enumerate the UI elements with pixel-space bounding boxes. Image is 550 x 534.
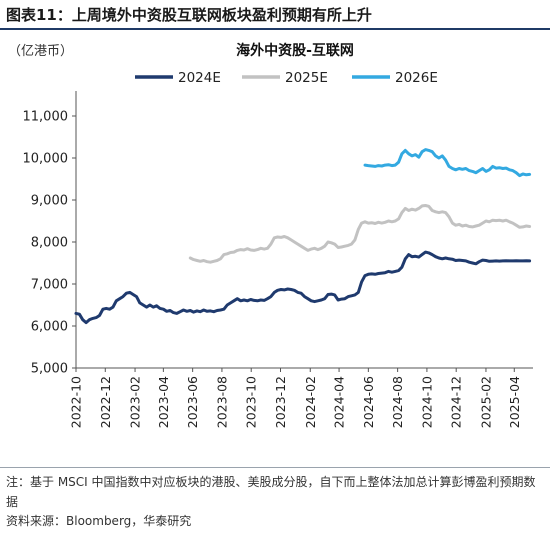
x-tick-label: 2024-04 [332, 376, 347, 428]
x-tick-label: 2022-10 [69, 376, 84, 428]
x-tick-label: 2023-08 [214, 376, 229, 428]
x-tick-label: 2023-06 [185, 376, 200, 428]
series-line-2025E [188, 204, 532, 264]
footer-divider [0, 467, 550, 468]
series-line-2026E [363, 148, 532, 178]
legend-label-2025E: 2025E [285, 70, 328, 86]
x-tick-label: 2025-02 [478, 376, 493, 428]
series-line-2024E [74, 250, 532, 325]
x-tick-label: 2023-12 [273, 376, 288, 428]
figure-label: 图表11： [6, 6, 72, 24]
chart-legend: 2024E 2025E 2026E [135, 70, 438, 86]
legend-label-2024E: 2024E [178, 70, 221, 86]
figure-heading: 上周境外中资股互联网板块盈利预期有所上升 [71, 6, 372, 24]
chart-series [74, 148, 532, 325]
x-tick-label: 2024-10 [419, 376, 434, 428]
x-tick-label: 2023-10 [244, 376, 259, 428]
x-tick-label: 2025-04 [507, 376, 522, 428]
y-tick-label: 10,000 [23, 152, 69, 167]
figure-title: 图表11：上周境外中资股互联网板块盈利预期有所上升 [6, 4, 372, 25]
unit-label: （亿港币） [8, 44, 74, 59]
x-tick-label: 2023-04 [156, 376, 171, 428]
chart-axes: 5,000 6,000 7,000 8,000 9,000 10,000 11,000 202… [23, 91, 533, 428]
chart-title: 海外中资股-互联网 [236, 43, 354, 59]
x-tick-label: 2024-06 [361, 376, 376, 428]
x-tick-label: 2023-02 [128, 376, 143, 428]
y-tick-label: 6,000 [31, 320, 68, 335]
x-tick-label: 2022-12 [98, 376, 113, 428]
y-tick-label: 11,000 [23, 110, 69, 125]
x-tick-label: 2024-08 [390, 376, 405, 428]
title-divider [0, 28, 550, 30]
x-tick-label: 2024-02 [303, 376, 318, 428]
y-tick-label: 5,000 [31, 362, 68, 377]
y-tick-label: 8,000 [31, 236, 68, 251]
legend-label-2026E: 2026E [395, 70, 438, 86]
x-tick-label: 2024-12 [449, 376, 464, 428]
y-tick-label: 9,000 [31, 194, 68, 209]
source-note: 资料来源：Bloomberg，华泰研究 [6, 514, 192, 528]
y-tick-label: 7,000 [31, 278, 68, 293]
footnote: 注：基于 MSCI 中国指数中对应板块的港股、美股成分股，自下而上整体法加总计算… [6, 475, 536, 509]
